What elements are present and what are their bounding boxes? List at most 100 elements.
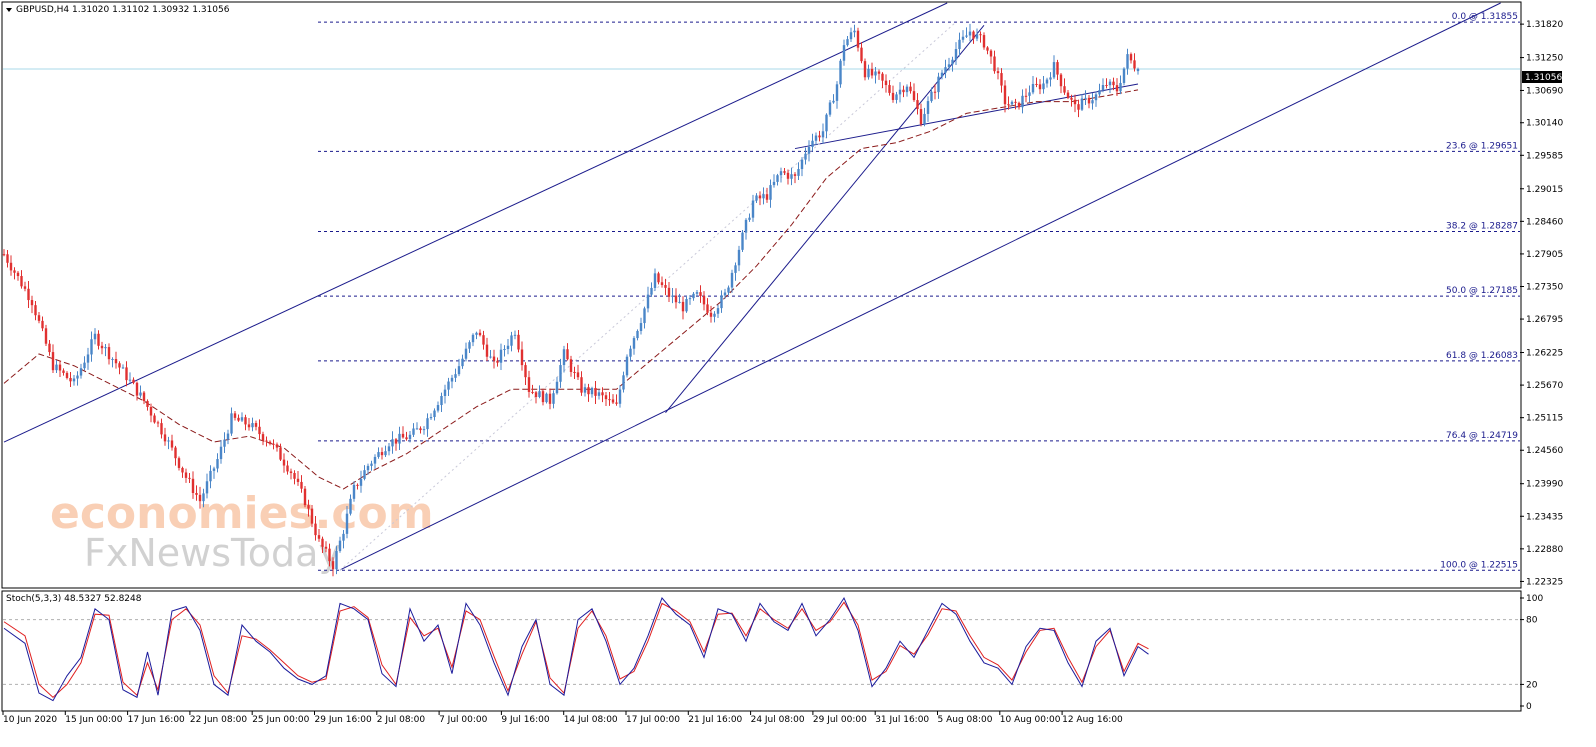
candle-body <box>954 49 958 60</box>
stoch-tick-label: 80 <box>1526 616 1538 626</box>
candle-body <box>475 332 478 335</box>
candle-body <box>209 470 212 482</box>
candle-body <box>888 85 891 93</box>
candle-body <box>632 338 636 349</box>
candle-body <box>485 344 489 357</box>
candle-body <box>153 415 156 423</box>
candle-body <box>975 34 979 39</box>
candle-body <box>489 356 492 358</box>
price-tick-label: 1.22325 <box>1526 577 1563 587</box>
candle-body <box>258 426 261 435</box>
candle-body <box>758 195 762 199</box>
candle-body <box>898 89 902 95</box>
candle-body <box>331 561 335 570</box>
candle-body <box>195 492 198 495</box>
candle-body <box>1059 74 1063 87</box>
candle-body <box>104 347 107 349</box>
candle-body <box>440 395 443 406</box>
candle-body <box>128 379 132 381</box>
candle-body <box>790 174 793 179</box>
price-pane-frame <box>1 1 1522 589</box>
fib-level-label: 23.6 @ 1.29651 <box>1446 141 1518 151</box>
current-price-label: 1.31056 <box>1525 73 1562 83</box>
fib-level-label: 50.0 @ 1.27185 <box>1446 286 1518 296</box>
stoch-tick-label: 0 <box>1526 702 1532 712</box>
candle-body <box>212 468 216 471</box>
candle-body <box>394 439 398 444</box>
candle-body <box>604 395 608 400</box>
candle-body <box>755 195 758 201</box>
candle-body <box>478 332 482 336</box>
candle-body <box>1024 95 1028 97</box>
candle-body <box>132 379 135 383</box>
candle-body <box>2 254 6 256</box>
candle-body <box>958 39 961 50</box>
candle-body <box>142 392 146 402</box>
candle-body <box>461 358 464 367</box>
candle-body <box>562 349 566 366</box>
candle-body <box>660 282 664 286</box>
candle-body <box>636 330 639 339</box>
candle-body <box>468 342 471 349</box>
candle-body <box>471 334 475 343</box>
stochastic-axis: 100 80 20 0 <box>1520 594 1543 712</box>
candle-body <box>1042 83 1045 90</box>
candle-body <box>552 393 555 404</box>
candle-body <box>237 417 240 421</box>
candle-body <box>44 328 48 344</box>
candle-body <box>594 387 597 396</box>
candle-body <box>118 363 121 368</box>
candle-body <box>965 35 968 37</box>
candle-body <box>534 392 538 397</box>
candle-body <box>909 86 912 92</box>
time-tick-label: 5 Aug 08:00 <box>938 715 993 725</box>
candle-body <box>111 359 114 361</box>
candle-body <box>597 392 601 396</box>
candle-body <box>1031 83 1035 93</box>
candle-body <box>905 86 909 93</box>
candle-body <box>695 292 699 294</box>
candle-body <box>814 135 818 141</box>
candle-body <box>223 439 226 447</box>
candle-body <box>377 452 380 457</box>
candle-body <box>251 423 254 428</box>
candle-body <box>513 334 517 336</box>
candle-body <box>1056 62 1059 75</box>
fib-level-label: 100.0 @ 1.22515 <box>1440 560 1518 570</box>
candle-body <box>667 287 671 297</box>
candle-body <box>265 440 268 442</box>
candle-body <box>48 343 51 353</box>
candle-body <box>625 356 629 376</box>
time-tick-label: 24 Jul 08:00 <box>751 715 805 725</box>
candle-body <box>996 71 1000 74</box>
candle-body <box>174 447 177 459</box>
price-tick-label: 1.29015 <box>1526 185 1563 195</box>
candle-body <box>916 100 919 110</box>
candle-body <box>226 433 230 440</box>
time-axis: 10 Jun 2020 15 Jun 00:00 17 Jun 16:00 22 Ju… <box>2 711 1123 725</box>
candle-body <box>247 424 251 428</box>
candle-body <box>69 377 72 382</box>
candle-body <box>779 171 783 176</box>
time-tick-label: 17 Jul 00:00 <box>626 715 680 725</box>
collapse-triangle-icon[interactable] <box>6 8 12 12</box>
candle-body <box>527 377 531 392</box>
time-tick-label: 7 Jul 00:00 <box>439 715 488 725</box>
stoch-tick-label: 20 <box>1526 680 1538 690</box>
candle-body <box>587 387 590 395</box>
candle-body <box>188 477 191 479</box>
price-tick-label: 1.25115 <box>1526 414 1563 424</box>
candle-body <box>34 305 37 316</box>
candle-body <box>520 349 524 366</box>
candle-body <box>1066 92 1070 98</box>
candle-body <box>240 417 244 421</box>
candle-body <box>811 140 814 147</box>
candle-body <box>100 345 104 349</box>
candle-body <box>328 548 331 562</box>
candle-body <box>937 76 940 93</box>
candle-body <box>184 472 188 478</box>
candle-body <box>482 335 485 345</box>
candle-body <box>345 513 349 534</box>
